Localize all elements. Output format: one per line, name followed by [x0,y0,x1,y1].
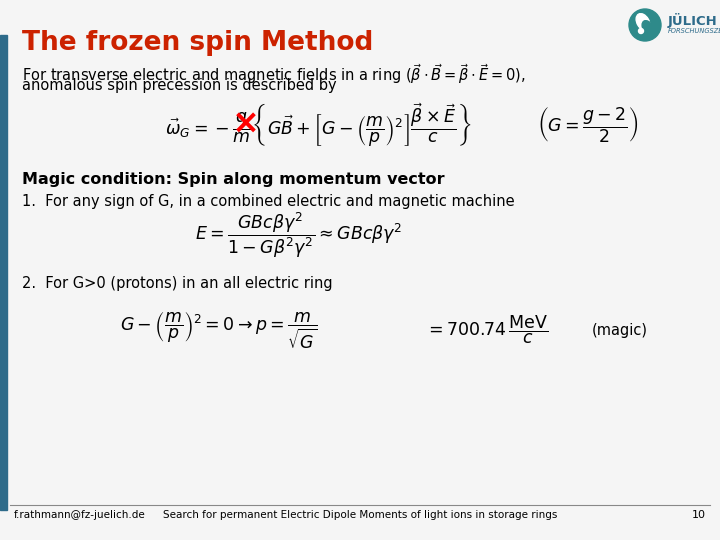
Text: Search for permanent Electric Dipole Moments of light ions in storage rings: Search for permanent Electric Dipole Mom… [163,510,557,520]
Text: f.rathmann@fz-juelich.de: f.rathmann@fz-juelich.de [14,510,145,520]
Text: $G-\left(\dfrac{m}{p}\right)^2 = 0 \rightarrow p = \dfrac{m}{\sqrt{G}}$: $G-\left(\dfrac{m}{p}\right)^2 = 0 \righ… [120,309,318,350]
Text: $\vec{\omega}_G = -\dfrac{q}{m}\left\{G\vec{B}+\left[G-\left(\dfrac{m}{p}\right): $\vec{\omega}_G = -\dfrac{q}{m}\left\{G\… [165,102,472,148]
Text: anomalous spin precession is described by: anomalous spin precession is described b… [22,78,337,93]
Text: 2.  For G>0 (protons) in an all electric ring: 2. For G>0 (protons) in an all electric … [22,276,333,291]
Ellipse shape [639,29,644,33]
Text: The frozen spin Method: The frozen spin Method [22,30,374,56]
Text: (magic): (magic) [592,322,648,338]
Text: For transverse electric and magnetic fields in a ring ($\vec{\beta}\cdot\vec{B}=: For transverse electric and magnetic fie… [22,62,526,86]
Ellipse shape [629,9,661,41]
Text: $\mathbf{\times}$: $\mathbf{\times}$ [231,106,257,139]
Text: 10: 10 [692,510,706,520]
Text: FORSCHUNGSZENTRUM: FORSCHUNGSZENTRUM [668,28,720,34]
Ellipse shape [636,14,650,30]
Bar [0,35,7,510]
Ellipse shape [642,21,654,35]
Text: $E = \dfrac{GBc\beta\gamma^2}{1-G\beta^2\gamma^2} \approx GBc\beta\gamma^2$: $E = \dfrac{GBc\beta\gamma^2}{1-G\beta^2… [195,210,402,260]
Text: Magic condition: Spin along momentum vector: Magic condition: Spin along momentum vec… [22,172,445,187]
Text: $= 700.74\,\dfrac{\mathrm{MeV}}{c}$: $= 700.74\,\dfrac{\mathrm{MeV}}{c}$ [425,314,548,346]
Text: JÜLICH: JÜLICH [668,12,718,28]
Text: 1.  For any sign of G, in a combined electric and magnetic machine: 1. For any sign of G, in a combined elec… [22,194,515,209]
Text: $\left(G=\dfrac{g-2}{2}\right)$: $\left(G=\dfrac{g-2}{2}\right)$ [537,105,638,145]
